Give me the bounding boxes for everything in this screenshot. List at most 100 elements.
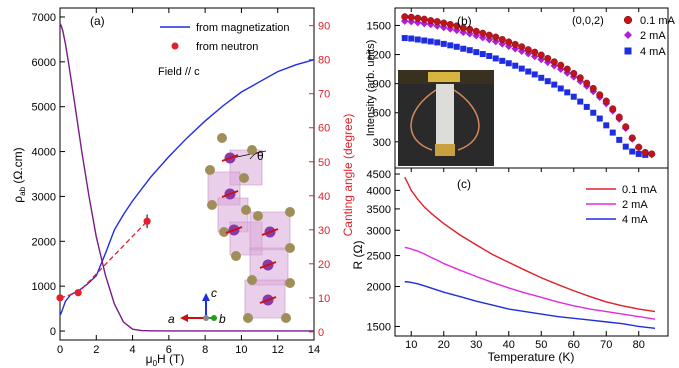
- legend-b-2mA-label: 2 mA: [640, 30, 666, 42]
- ligand-atom: [219, 227, 229, 237]
- theta-label: θ: [257, 149, 264, 163]
- point-4mA: [460, 45, 467, 52]
- point-0.1mA: [589, 84, 597, 92]
- y-tick-label: 3000: [367, 225, 391, 237]
- point-2mA: [407, 17, 416, 26]
- panel-b: 300 600 900 1200 1500 (b) (0,0,2) 0.1 mA 2 m…: [365, 7, 676, 169]
- point-4mA: [609, 129, 616, 136]
- legend-c-0.1mA-label: 0.1 mA: [622, 184, 658, 196]
- c-axis-arrowhead: [202, 293, 210, 301]
- ligand-atom: [241, 205, 251, 215]
- point-4mA: [421, 37, 428, 44]
- panel-b-annotation: (0,0,2): [572, 15, 604, 27]
- point-4mA: [531, 71, 538, 78]
- y-tick-label: 900: [373, 79, 391, 91]
- x-tick-label: 8: [202, 344, 208, 356]
- panel-a-frame: [59, 7, 315, 341]
- ligand-atom: [231, 251, 241, 261]
- point-4mA: [538, 74, 545, 81]
- x-tick-label: 12: [272, 344, 284, 356]
- point-4mA: [564, 89, 571, 96]
- panel-b-series: [400, 13, 656, 159]
- y-tick-label: 300: [373, 137, 391, 149]
- x-tick-label: 6: [166, 344, 172, 356]
- y2-tick-label: 50: [318, 157, 330, 169]
- point-4mA: [616, 136, 623, 143]
- b-axis-label: b: [219, 312, 226, 326]
- y-tick-label: 3000: [32, 191, 56, 203]
- point-4mA: [440, 40, 447, 47]
- point-4mA: [525, 68, 532, 75]
- point-0.1mA: [557, 61, 565, 69]
- point-0.1mA: [492, 33, 500, 41]
- point-4mA: [551, 81, 558, 88]
- y-tick-label: 6000: [32, 57, 56, 69]
- a-axis-arrowhead: [180, 314, 188, 322]
- x-tick-label: 40: [503, 339, 515, 351]
- ligand-atom: [253, 211, 263, 221]
- c-axis-label: c: [211, 286, 217, 300]
- point-0.1mA: [433, 18, 441, 26]
- point-0.1mA: [609, 105, 617, 113]
- point-0.1mA: [485, 31, 493, 39]
- point-2mA: [472, 31, 481, 40]
- point-0.1mA: [544, 54, 552, 62]
- point-4mA: [622, 143, 629, 150]
- x-tick-label: 50: [535, 339, 547, 351]
- y2-tick-label: 60: [318, 123, 330, 135]
- spin-arrow: [259, 296, 277, 304]
- b-axis-dot: [211, 315, 217, 321]
- x-tick-label: 60: [568, 339, 580, 351]
- y-tick-label: 2000: [32, 236, 56, 248]
- point-4mA: [408, 35, 415, 42]
- point-4mA: [557, 85, 564, 92]
- point-2mA: [530, 52, 539, 61]
- point-4mA: [570, 93, 577, 100]
- point-2mA: [543, 58, 552, 67]
- magnetization-line: [59, 59, 315, 316]
- point-0.1mA: [622, 123, 630, 131]
- panel-b-label: (b): [457, 14, 472, 28]
- point-4mA: [603, 122, 610, 129]
- resistance-line-4mA: [404, 281, 656, 329]
- photo-sample: [436, 84, 454, 144]
- x-tick-label: 14: [308, 344, 320, 356]
- panel-c-frame: [394, 167, 669, 337]
- point-0.1mA: [641, 148, 649, 156]
- point-4mA: [447, 42, 454, 49]
- panel-c: 10 20 30 40 50 60 70 80 1500 2000 2500 3000 3500 4000…: [351, 167, 669, 364]
- point-4mA: [427, 38, 434, 45]
- y-tick-label: 600: [373, 108, 391, 120]
- point-0.1mA: [550, 58, 558, 66]
- point-2mA: [400, 17, 409, 25]
- panel-a-xlabel: μ0H (T): [146, 352, 185, 368]
- point-4mA: [479, 51, 486, 58]
- ligand-atom: [205, 165, 215, 175]
- point-4mA: [518, 65, 525, 72]
- point-0.1mA: [505, 38, 513, 46]
- point-0.1mA: [563, 65, 571, 73]
- point-0.1mA: [414, 14, 422, 22]
- point-0.1mA: [446, 20, 454, 28]
- neutron-point: [143, 217, 151, 225]
- resistance-line-0.1mA: [404, 176, 656, 313]
- point-4mA: [544, 78, 551, 85]
- point-0.1mA: [407, 13, 415, 21]
- legend-c-2mA-label: 2 mA: [622, 199, 648, 211]
- panel-a-series: [56, 23, 315, 332]
- point-4mA: [401, 35, 408, 42]
- spin-arrow: [259, 261, 277, 269]
- y2-tick-label: 90: [318, 21, 330, 33]
- x-tick-label: 70: [600, 339, 612, 351]
- panel-b-ticks: 300 600 900 1200 1500: [367, 8, 640, 149]
- point-0.1mA: [524, 46, 532, 54]
- y-tick-label: 7000: [32, 12, 56, 24]
- y-tick-label: 2500: [367, 251, 391, 263]
- resistivity-line: [59, 23, 314, 332]
- y-tick-label: 5000: [32, 102, 56, 114]
- point-0.1mA: [466, 25, 474, 33]
- panel-c-ylabel: R (Ω): [351, 241, 365, 270]
- point-4mA: [492, 55, 499, 62]
- y-tick-label: 2000: [367, 282, 391, 294]
- point-4mA: [583, 103, 590, 110]
